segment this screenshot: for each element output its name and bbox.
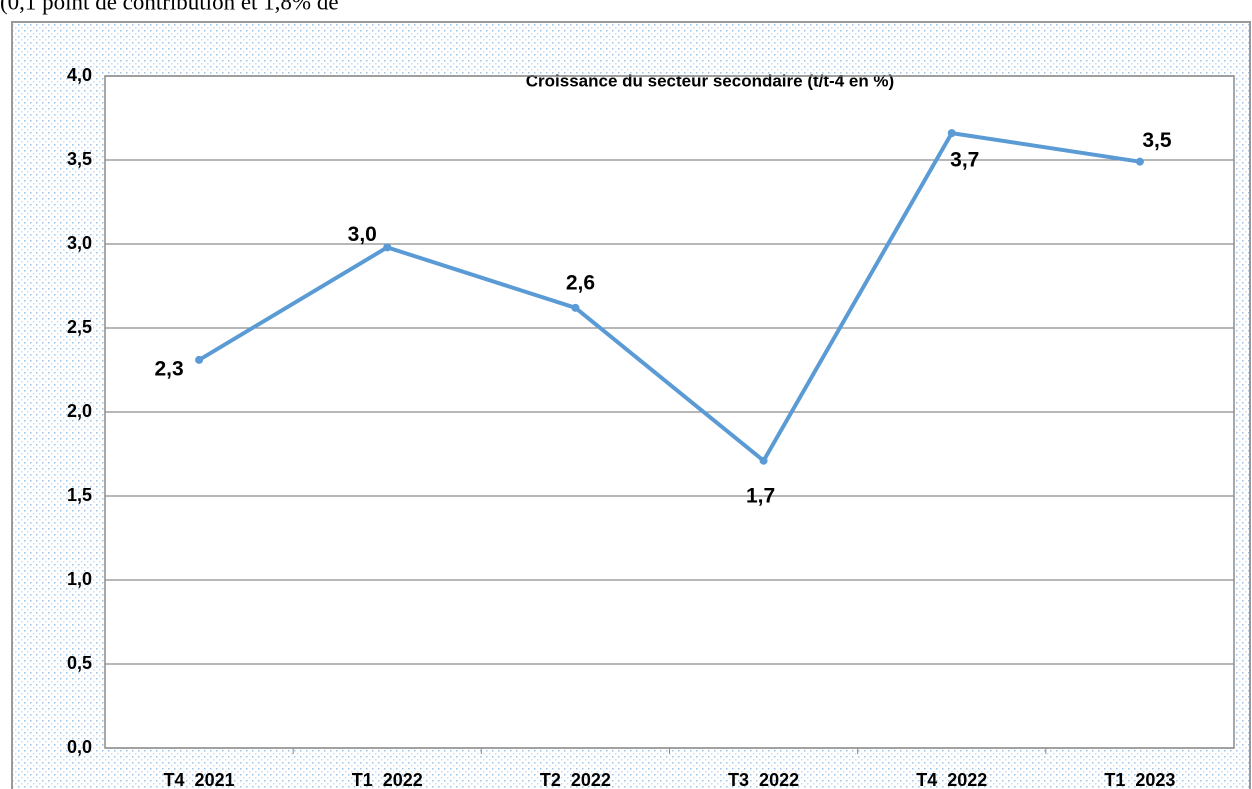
y-tick-label: 1,5 [67,485,92,505]
x-tick-label: T4 2021 [164,770,235,789]
series-line [198,131,1141,463]
y-tick-label: 3,5 [67,149,92,169]
y-tick-label: 3,0 [67,233,92,253]
data-point [383,243,392,252]
y-tick-label: 0,5 [67,653,92,673]
data-point [195,355,204,364]
y-tick-label: 2,5 [67,317,92,337]
data-label: 1,7 [746,484,775,507]
data-label: 3,7 [950,149,979,172]
x-tick-label: T3 2022 [728,770,799,789]
data-point [1135,157,1144,166]
chart-title: Croissance du secteur secondaire (t/t-4 … [526,71,894,90]
x-tick-label: T4 2022 [916,770,987,789]
x-tick-label: T2 2022 [540,770,611,789]
data-point [947,129,956,138]
y-tick-label: 0,0 [67,737,92,757]
data-label: 2,6 [566,271,595,294]
data-point [759,456,768,465]
y-tick-label: 2,0 [67,401,92,421]
y-tick-label: 4,0 [67,65,92,85]
data-label: 3,5 [1142,129,1172,152]
y-tick-label: 1,0 [67,569,92,589]
data-point [571,303,580,312]
page-text: (0,1 point de contribution et 1,8% de [0,0,339,14]
data-label: 2,3 [154,357,183,380]
x-tick-label: T1 2022 [352,770,423,789]
x-tick-label: T1 2023 [1104,770,1175,789]
data-label: 3,0 [348,223,377,246]
